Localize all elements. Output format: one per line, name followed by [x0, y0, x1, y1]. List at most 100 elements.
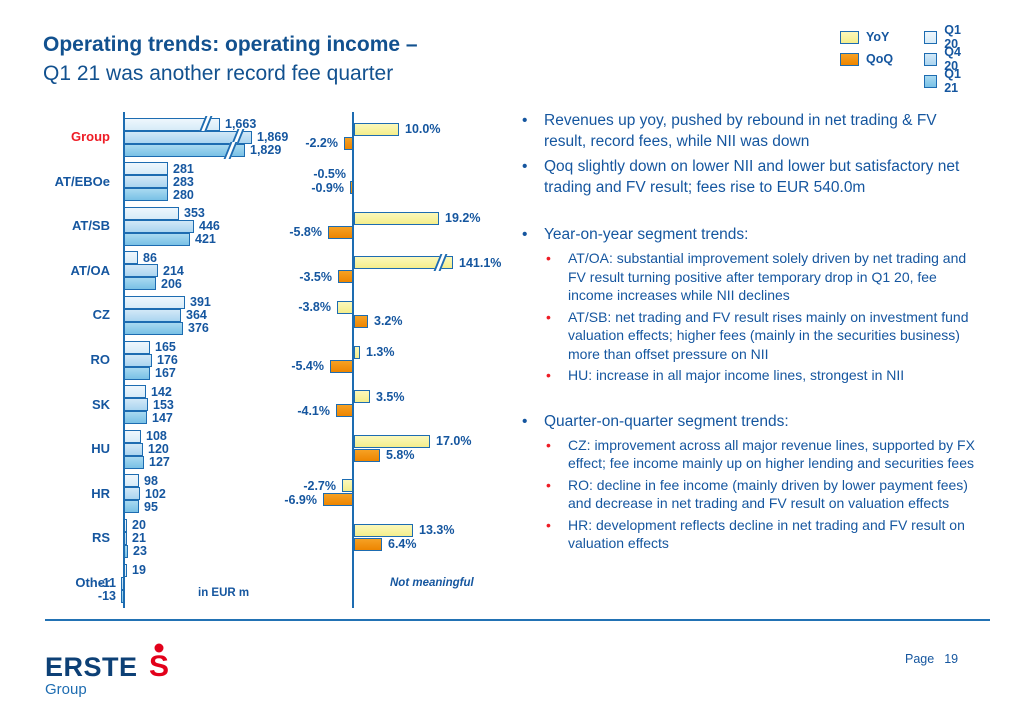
bar-value-label: 21: [132, 531, 146, 546]
bullet-text: Qoq slightly down on lower NII and lower…: [544, 158, 960, 196]
category-label: RS: [91, 530, 110, 546]
legend-item: Q4 20: [924, 45, 967, 73]
yoy-legend-swatch: [840, 30, 859, 44]
pct-label: -3.5%: [299, 269, 332, 284]
bar-yoy: [354, 256, 453, 270]
bar-q420: [124, 398, 148, 412]
category-label: Group: [71, 129, 110, 144]
bullet-text: RO: decline in fee income (mainly driven…: [568, 476, 968, 512]
legend-label: QoQ: [866, 52, 894, 66]
bar-value-label: 19: [132, 563, 146, 577]
category-label: CZ: [92, 307, 110, 323]
sub-bullet-icon: •: [546, 367, 551, 383]
bar-q121: [124, 188, 168, 202]
sub-bullet-item: • HR: development reflects decline in net…: [522, 516, 980, 553]
bar-q120: [124, 295, 185, 309]
category-label: SK: [91, 396, 110, 412]
bar-yoy: [354, 211, 439, 225]
sub-bullet-icon: •: [546, 436, 551, 453]
bar-value-label: 120: [148, 442, 169, 457]
bar-value-label: 1,663: [225, 117, 257, 131]
category-label: RO: [90, 352, 111, 367]
pct-label: 1.3%: [366, 345, 395, 359]
bar-q121: [124, 500, 139, 514]
sub-bullet-item: • AT/OA: substantial improvement solely d…: [522, 249, 980, 305]
bar-q420: [124, 175, 168, 189]
bar-q120: [124, 162, 168, 176]
pct-label: 10.0%: [405, 122, 441, 136]
bullet-text: HU: increase in all major income lines, …: [568, 367, 905, 383]
bar-value-label: 153: [153, 397, 174, 412]
bar-q420: [124, 487, 140, 501]
q420-legend-swatch: [924, 52, 938, 66]
bullet-item: • Year-on-year segment trends:: [522, 224, 980, 245]
pct-chart-axis: [352, 112, 354, 608]
commentary-panel: • Revenues up yoy, pushed by rebound in n…: [522, 110, 980, 556]
title-line-2: Q1 21 was another record fee quarter: [43, 62, 394, 85]
pct-label: 3.5%: [376, 389, 405, 404]
bar-q121: [124, 411, 147, 425]
bar-value-label: -11: [98, 576, 116, 590]
bar-value-label: 98: [144, 473, 158, 488]
bar-q420: [124, 353, 152, 367]
bullet-text: AT/SB: net trading and FV result rises m…: [568, 308, 969, 362]
legend-column: YoY QoQ: [840, 26, 893, 70]
bar-value-label: 108: [146, 429, 167, 444]
not-meaningful-label: Not meaningful: [390, 577, 474, 589]
pct-label: 13.3%: [419, 523, 455, 538]
chart-unit-label: in EUR m: [198, 587, 250, 599]
bar-yoy: [354, 523, 413, 537]
pct-label: 6.4%: [388, 537, 417, 552]
footer-divider: [45, 619, 990, 621]
bar-value-label: 176: [157, 353, 178, 367]
bullet-text: Revenues up yoy, pushed by rebound in ne…: [544, 112, 937, 150]
q120-legend-swatch: [924, 30, 938, 44]
page-number-value: 19: [944, 652, 959, 666]
sub-bullet-icon: •: [546, 308, 551, 325]
bar-q121: [124, 366, 150, 380]
logo-subtext: Group: [45, 681, 87, 698]
bar-q120: [124, 251, 138, 265]
svg-text:S: S: [149, 650, 169, 679]
bar-value-label: 446: [199, 219, 220, 234]
pct-label: -5.4%: [291, 359, 324, 373]
bullet-text: HR: development reflects decline in net …: [568, 516, 965, 552]
bar-value-label: 376: [188, 321, 209, 336]
bar-value-label: 353: [184, 206, 205, 221]
q121-legend-swatch: [924, 74, 938, 88]
bullet-text: AT/OA: substantial improvement solely dr…: [568, 250, 967, 303]
sparkasse-s-icon: S: [145, 643, 173, 684]
bullet-item: • Quarter-on-quarter segment trends:: [522, 411, 980, 432]
bar-q121: [124, 321, 183, 335]
sub-bullet-item: • AT/SB: net trading and FV result rises …: [522, 308, 980, 364]
pct-label: 141.1%: [459, 255, 502, 270]
bar-q121: [124, 455, 144, 469]
bar-value-label: 102: [145, 486, 166, 501]
bar-value-label: 421: [195, 232, 216, 247]
bar-q121: [124, 232, 190, 246]
bar-q120: [124, 206, 179, 220]
bar-value-label: 391: [190, 295, 211, 310]
bar-yoy: [354, 434, 430, 448]
bar-value-label: 23: [133, 544, 147, 559]
legend-item: Q1 21: [924, 67, 967, 95]
bar-value-label: 214: [163, 263, 184, 278]
title-line-1: Operating trends: operating income –: [43, 33, 418, 56]
bullet-icon: •: [522, 158, 528, 175]
pct-label: -3.8%: [298, 300, 331, 315]
page-number: Page 19: [905, 652, 958, 666]
bullet-item: • Revenues up yoy, pushed by rebound in n…: [522, 110, 980, 152]
operating-income-chart: Group 1,663 1,869 1,829 10.0% -2.2% AT/EBOe 281…: [38, 110, 522, 622]
bar-qoq: [354, 314, 368, 328]
bar-q420: [124, 442, 143, 456]
bullet-text: Year-on-year segment trends:: [544, 226, 749, 243]
bullet-icon: •: [522, 226, 528, 243]
legend-item: QoQ: [840, 48, 893, 70]
page-title: Operating trends: operating income – Q1 …: [43, 30, 418, 88]
bullet-item: • Qoq slightly down on lower NII and lowe…: [522, 156, 980, 198]
pct-label: -2.2%: [305, 136, 338, 150]
bar-value-label: 1,829: [250, 143, 282, 157]
bar-q121: [124, 277, 156, 291]
bar-q120: [124, 385, 146, 399]
